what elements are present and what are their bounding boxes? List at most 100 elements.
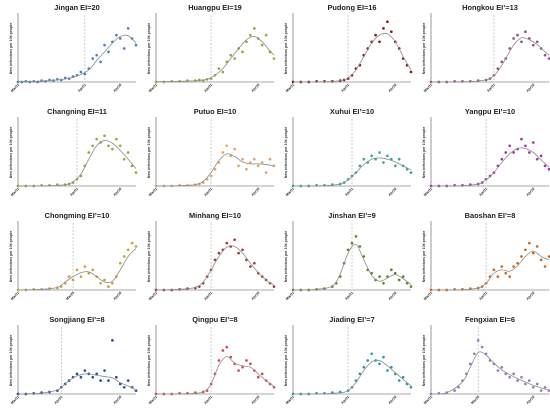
data-point [409, 70, 413, 74]
data-point [122, 385, 126, 389]
data-point [358, 245, 362, 248]
panel-jinshan: Jinshan EI’=9 New infections per 10k peop… [279, 210, 415, 310]
data-point [492, 268, 495, 272]
panel-title: Pudong EI=16 [327, 3, 376, 12]
data-point [389, 30, 393, 34]
x-tick-label: Mar01 [148, 395, 158, 405]
data-point [16, 392, 20, 396]
data-point [272, 57, 275, 60]
x-tick-label: Apr01 [69, 187, 79, 197]
panel-songjiang: Songjiang EI’=8 New infections per 10k pe… [4, 314, 140, 414]
data-point [95, 372, 99, 376]
panel-title: Fengxian EI=6 [465, 315, 515, 324]
x-tick-label: Apr01 [203, 187, 213, 197]
data-point [472, 352, 476, 356]
data-point [523, 382, 527, 386]
data-point [496, 275, 499, 278]
data-point [543, 164, 546, 168]
data-point [111, 147, 114, 151]
data-point [260, 161, 264, 164]
data-point [114, 375, 118, 379]
data-point [83, 72, 87, 76]
data-point [531, 251, 535, 255]
data-point [350, 241, 354, 245]
data-point [236, 164, 240, 168]
panel-changning: Changning EI=11 New infections per 10k pe… [4, 106, 140, 206]
data-point [83, 369, 87, 372]
panel-title: Jinshan EI’=9 [328, 211, 375, 220]
data-point [95, 53, 99, 57]
data-point [248, 161, 252, 164]
panel-yangpu: Yangpu EI’=10 New infections per 10k peop… [417, 106, 550, 206]
data-point [374, 33, 377, 37]
panel-title: Chongming EI’=10 [45, 211, 110, 220]
panel-fengxian: Fengxian EI=6 New infections per 10k peop… [417, 314, 550, 414]
data-point [134, 43, 138, 47]
data-point [111, 281, 114, 285]
smoothed-trend-line [17, 373, 137, 395]
data-point [130, 241, 134, 245]
data-point [91, 375, 95, 379]
y-axis-label: New infections per 10k people [422, 231, 426, 283]
chart-svg: Fengxian EI=6 New infections per 10k peop… [422, 315, 550, 405]
chart-svg: Chongming EI’=10 New infections per 10k p… [9, 211, 138, 301]
data-point [535, 245, 539, 248]
data-point [519, 255, 523, 258]
x-tick-label: Apr01 [478, 187, 488, 197]
x-tick-label: Apr20 [525, 83, 535, 93]
data-point [503, 151, 507, 154]
chart-svg: Jinshan EI’=9 New infections per 10k peop… [284, 211, 413, 301]
data-point [177, 391, 181, 395]
x-tick-label: Mar25 [65, 291, 75, 301]
x-tick-label: Apr20 [112, 187, 122, 197]
x-tick-label: Mar01 [285, 395, 295, 405]
data-point [260, 43, 264, 47]
data-point [40, 183, 43, 187]
data-point [531, 141, 535, 144]
x-tick-label: Apr01 [203, 291, 213, 301]
panel-title: Qingpu EI’=8 [192, 315, 237, 324]
data-point [389, 268, 393, 272]
chart-svg: Xuhui EI’=10 New infections per 10k peopl… [284, 107, 413, 197]
chart-svg: Hongkou EI’=13 New infections per 10k peo… [422, 3, 550, 93]
data-point [409, 171, 413, 174]
x-tick-label: Mar01 [423, 187, 433, 197]
data-point [99, 60, 102, 64]
data-point [79, 275, 83, 278]
data-point [264, 33, 267, 37]
data-point [272, 385, 275, 389]
data-point [405, 281, 409, 285]
y-axis-label: New infections per 10k people [9, 127, 13, 179]
data-point [362, 157, 366, 161]
data-point [476, 339, 480, 342]
smoothed-trend-line [430, 250, 549, 291]
x-tick-label: Mar01 [423, 83, 433, 93]
x-tick-label: Apr01 [344, 291, 354, 301]
data-point [362, 365, 366, 369]
data-point [366, 359, 370, 362]
smoothed-trend-line [17, 248, 137, 291]
data-point [236, 369, 240, 372]
data-point [75, 372, 79, 376]
x-tick-label: Apr20 [250, 291, 260, 301]
panel-huangpu: Huangpu EI=19 New infections per 10k peop… [142, 2, 278, 102]
data-point [126, 27, 130, 30]
data-point [382, 281, 385, 285]
data-point [519, 375, 523, 379]
x-tick-label: Mar01 [10, 83, 20, 93]
data-point [107, 50, 110, 54]
data-point [535, 157, 539, 161]
chart-svg: Qingpu EI’=8 New infections per 10k peopl… [147, 315, 275, 405]
y-axis-label: New infections per 10k people [9, 231, 13, 283]
data-point [409, 385, 413, 389]
x-tick-label: Apr20 [250, 83, 260, 93]
data-point [523, 248, 527, 252]
data-point [382, 27, 385, 30]
data-point [543, 265, 546, 268]
data-point [511, 151, 515, 154]
data-point [547, 167, 550, 171]
data-point [346, 248, 350, 252]
data-point [539, 154, 542, 158]
data-point [236, 251, 240, 255]
x-tick-label: Apr20 [387, 291, 397, 301]
